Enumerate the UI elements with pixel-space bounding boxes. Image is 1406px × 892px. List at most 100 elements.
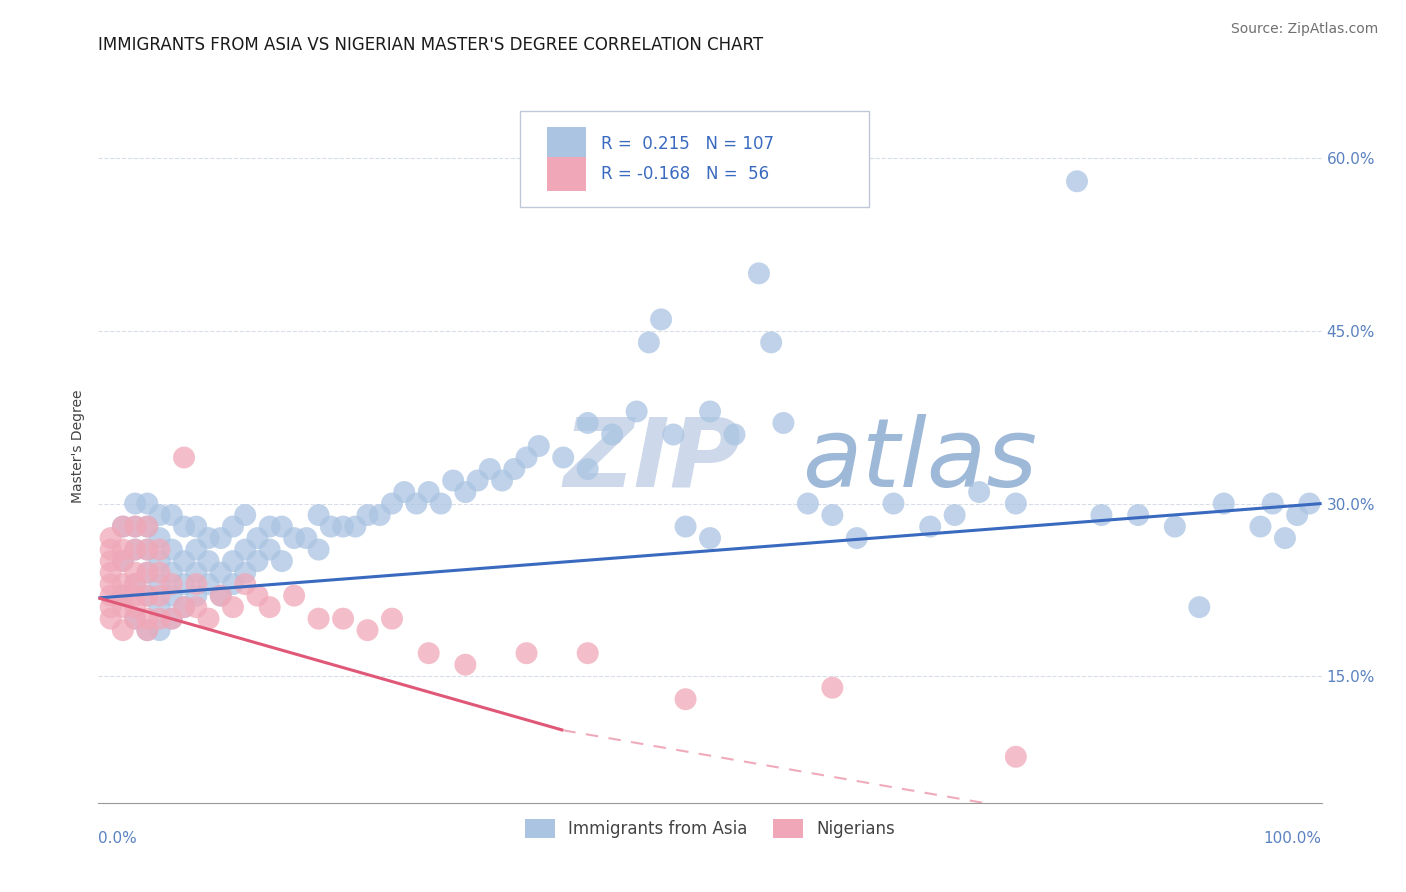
Point xyxy=(246,589,269,603)
Point xyxy=(100,612,122,626)
Point xyxy=(100,554,122,568)
Point xyxy=(209,531,232,545)
Point xyxy=(100,600,122,615)
Point xyxy=(136,497,159,511)
Point xyxy=(699,404,721,418)
Legend: Immigrants from Asia, Nigerians: Immigrants from Asia, Nigerians xyxy=(519,812,901,845)
Point xyxy=(259,542,281,557)
Point xyxy=(160,589,183,603)
FancyBboxPatch shape xyxy=(520,111,869,207)
Point xyxy=(173,450,195,465)
Point xyxy=(160,566,183,580)
Point xyxy=(222,577,245,591)
Point xyxy=(136,519,159,533)
Point xyxy=(197,577,219,591)
Point xyxy=(124,577,146,591)
Point xyxy=(405,497,427,511)
Point xyxy=(173,600,195,615)
Point xyxy=(136,623,159,637)
Point xyxy=(454,485,477,500)
Point xyxy=(467,474,489,488)
Point xyxy=(222,519,245,533)
Point xyxy=(308,542,330,557)
Point xyxy=(111,589,134,603)
Point xyxy=(381,497,404,511)
Point xyxy=(576,646,599,660)
Point xyxy=(233,542,256,557)
Point xyxy=(197,554,219,568)
Point xyxy=(111,519,134,533)
Point xyxy=(124,600,146,615)
Point xyxy=(637,335,661,350)
Point xyxy=(772,416,794,430)
Point xyxy=(124,566,146,580)
Point xyxy=(1261,497,1284,511)
Point xyxy=(1004,749,1026,764)
Point xyxy=(344,519,367,533)
Point xyxy=(883,497,905,511)
Point xyxy=(186,566,208,580)
Point xyxy=(124,519,146,533)
Point xyxy=(1286,508,1309,522)
Point xyxy=(160,542,183,557)
Point xyxy=(259,600,281,615)
Point xyxy=(920,519,942,533)
Point xyxy=(149,531,172,545)
Point xyxy=(576,416,599,430)
Point xyxy=(1128,508,1150,522)
Point xyxy=(149,589,172,603)
Point xyxy=(553,450,575,465)
Point xyxy=(186,542,208,557)
Point xyxy=(124,612,146,626)
Point xyxy=(124,577,146,591)
Point xyxy=(675,519,697,533)
Point xyxy=(222,600,245,615)
Point xyxy=(173,600,195,615)
Point xyxy=(650,312,672,326)
Point xyxy=(723,427,745,442)
Point xyxy=(943,508,966,522)
Point xyxy=(356,623,378,637)
Point xyxy=(699,531,721,545)
Point xyxy=(209,589,232,603)
Point xyxy=(173,554,195,568)
Point xyxy=(1249,519,1271,533)
Point xyxy=(136,542,159,557)
Point xyxy=(111,554,134,568)
Text: R = -0.168   N =  56: R = -0.168 N = 56 xyxy=(602,165,769,183)
Point xyxy=(100,566,122,580)
FancyBboxPatch shape xyxy=(547,157,586,191)
Point xyxy=(136,589,159,603)
Point xyxy=(149,508,172,522)
Text: 0.0%: 0.0% xyxy=(98,831,138,847)
Point xyxy=(124,612,146,626)
Point xyxy=(111,519,134,533)
Point xyxy=(308,508,330,522)
Point xyxy=(761,335,783,350)
Point xyxy=(1090,508,1112,522)
Point xyxy=(160,508,183,522)
Point xyxy=(160,612,183,626)
Point xyxy=(1164,519,1187,533)
Point xyxy=(515,646,537,660)
Point xyxy=(1212,497,1234,511)
Point xyxy=(149,623,172,637)
Point xyxy=(967,485,990,500)
Point xyxy=(136,589,159,603)
Text: IMMIGRANTS FROM ASIA VS NIGERIAN MASTER'S DEGREE CORRELATION CHART: IMMIGRANTS FROM ASIA VS NIGERIAN MASTER'… xyxy=(98,36,763,54)
Point xyxy=(100,531,122,545)
Point xyxy=(136,519,159,533)
Point xyxy=(233,577,256,591)
Point xyxy=(527,439,550,453)
Point xyxy=(136,623,159,637)
Point xyxy=(186,577,208,591)
Point xyxy=(222,554,245,568)
Point xyxy=(100,542,122,557)
Point xyxy=(270,554,294,568)
Point xyxy=(111,600,134,615)
Point xyxy=(821,508,844,522)
Point xyxy=(441,474,464,488)
Point xyxy=(149,612,172,626)
Point xyxy=(1298,497,1320,511)
Point xyxy=(100,577,122,591)
